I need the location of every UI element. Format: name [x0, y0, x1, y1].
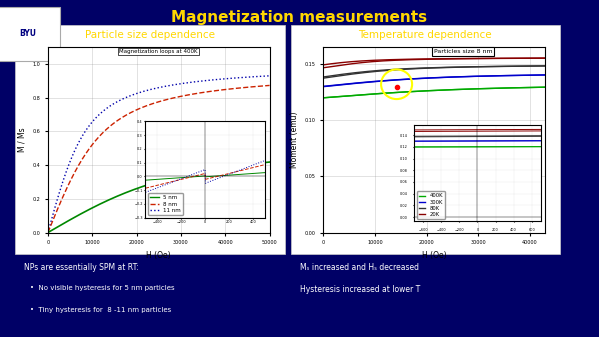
- Text: BYU: BYU: [20, 29, 37, 38]
- X-axis label: H (Oe): H (Oe): [422, 251, 447, 260]
- Y-axis label: Moment (emu): Moment (emu): [291, 112, 300, 168]
- Text: Magnetization measurements: Magnetization measurements: [171, 10, 428, 25]
- Text: Magnetization loops at 400K: Magnetization loops at 400K: [119, 49, 198, 54]
- Text: Temperature dependence: Temperature dependence: [358, 30, 492, 40]
- Legend: 5 nm, 8 nm, 11 nm: 5 nm, 8 nm, 11 nm: [148, 193, 183, 215]
- Text: Particles size 8 nm: Particles size 8 nm: [434, 49, 492, 54]
- Text: •  Tiny hysteresis for  8 -11 nm particles: • Tiny hysteresis for 8 -11 nm particles: [30, 307, 171, 313]
- Y-axis label: M / Ms: M / Ms: [18, 127, 27, 152]
- Text: NPs are essentially SPM at RT:: NPs are essentially SPM at RT:: [24, 263, 139, 272]
- Text: Hysteresis increased at lower T: Hysteresis increased at lower T: [300, 285, 420, 294]
- Text: Particle size dependence: Particle size dependence: [84, 30, 215, 40]
- FancyBboxPatch shape: [0, 7, 60, 61]
- FancyBboxPatch shape: [291, 25, 560, 254]
- Text: •  No visible hysteresis for 5 nm particles: • No visible hysteresis for 5 nm particl…: [30, 285, 174, 291]
- Legend: 400K, 300K, 80K, 20K: 400K, 300K, 80K, 20K: [417, 191, 445, 219]
- Text: Mₛ increased and Hₛ decreased: Mₛ increased and Hₛ decreased: [300, 263, 419, 272]
- FancyBboxPatch shape: [15, 25, 285, 254]
- X-axis label: H (Oe): H (Oe): [146, 251, 171, 260]
